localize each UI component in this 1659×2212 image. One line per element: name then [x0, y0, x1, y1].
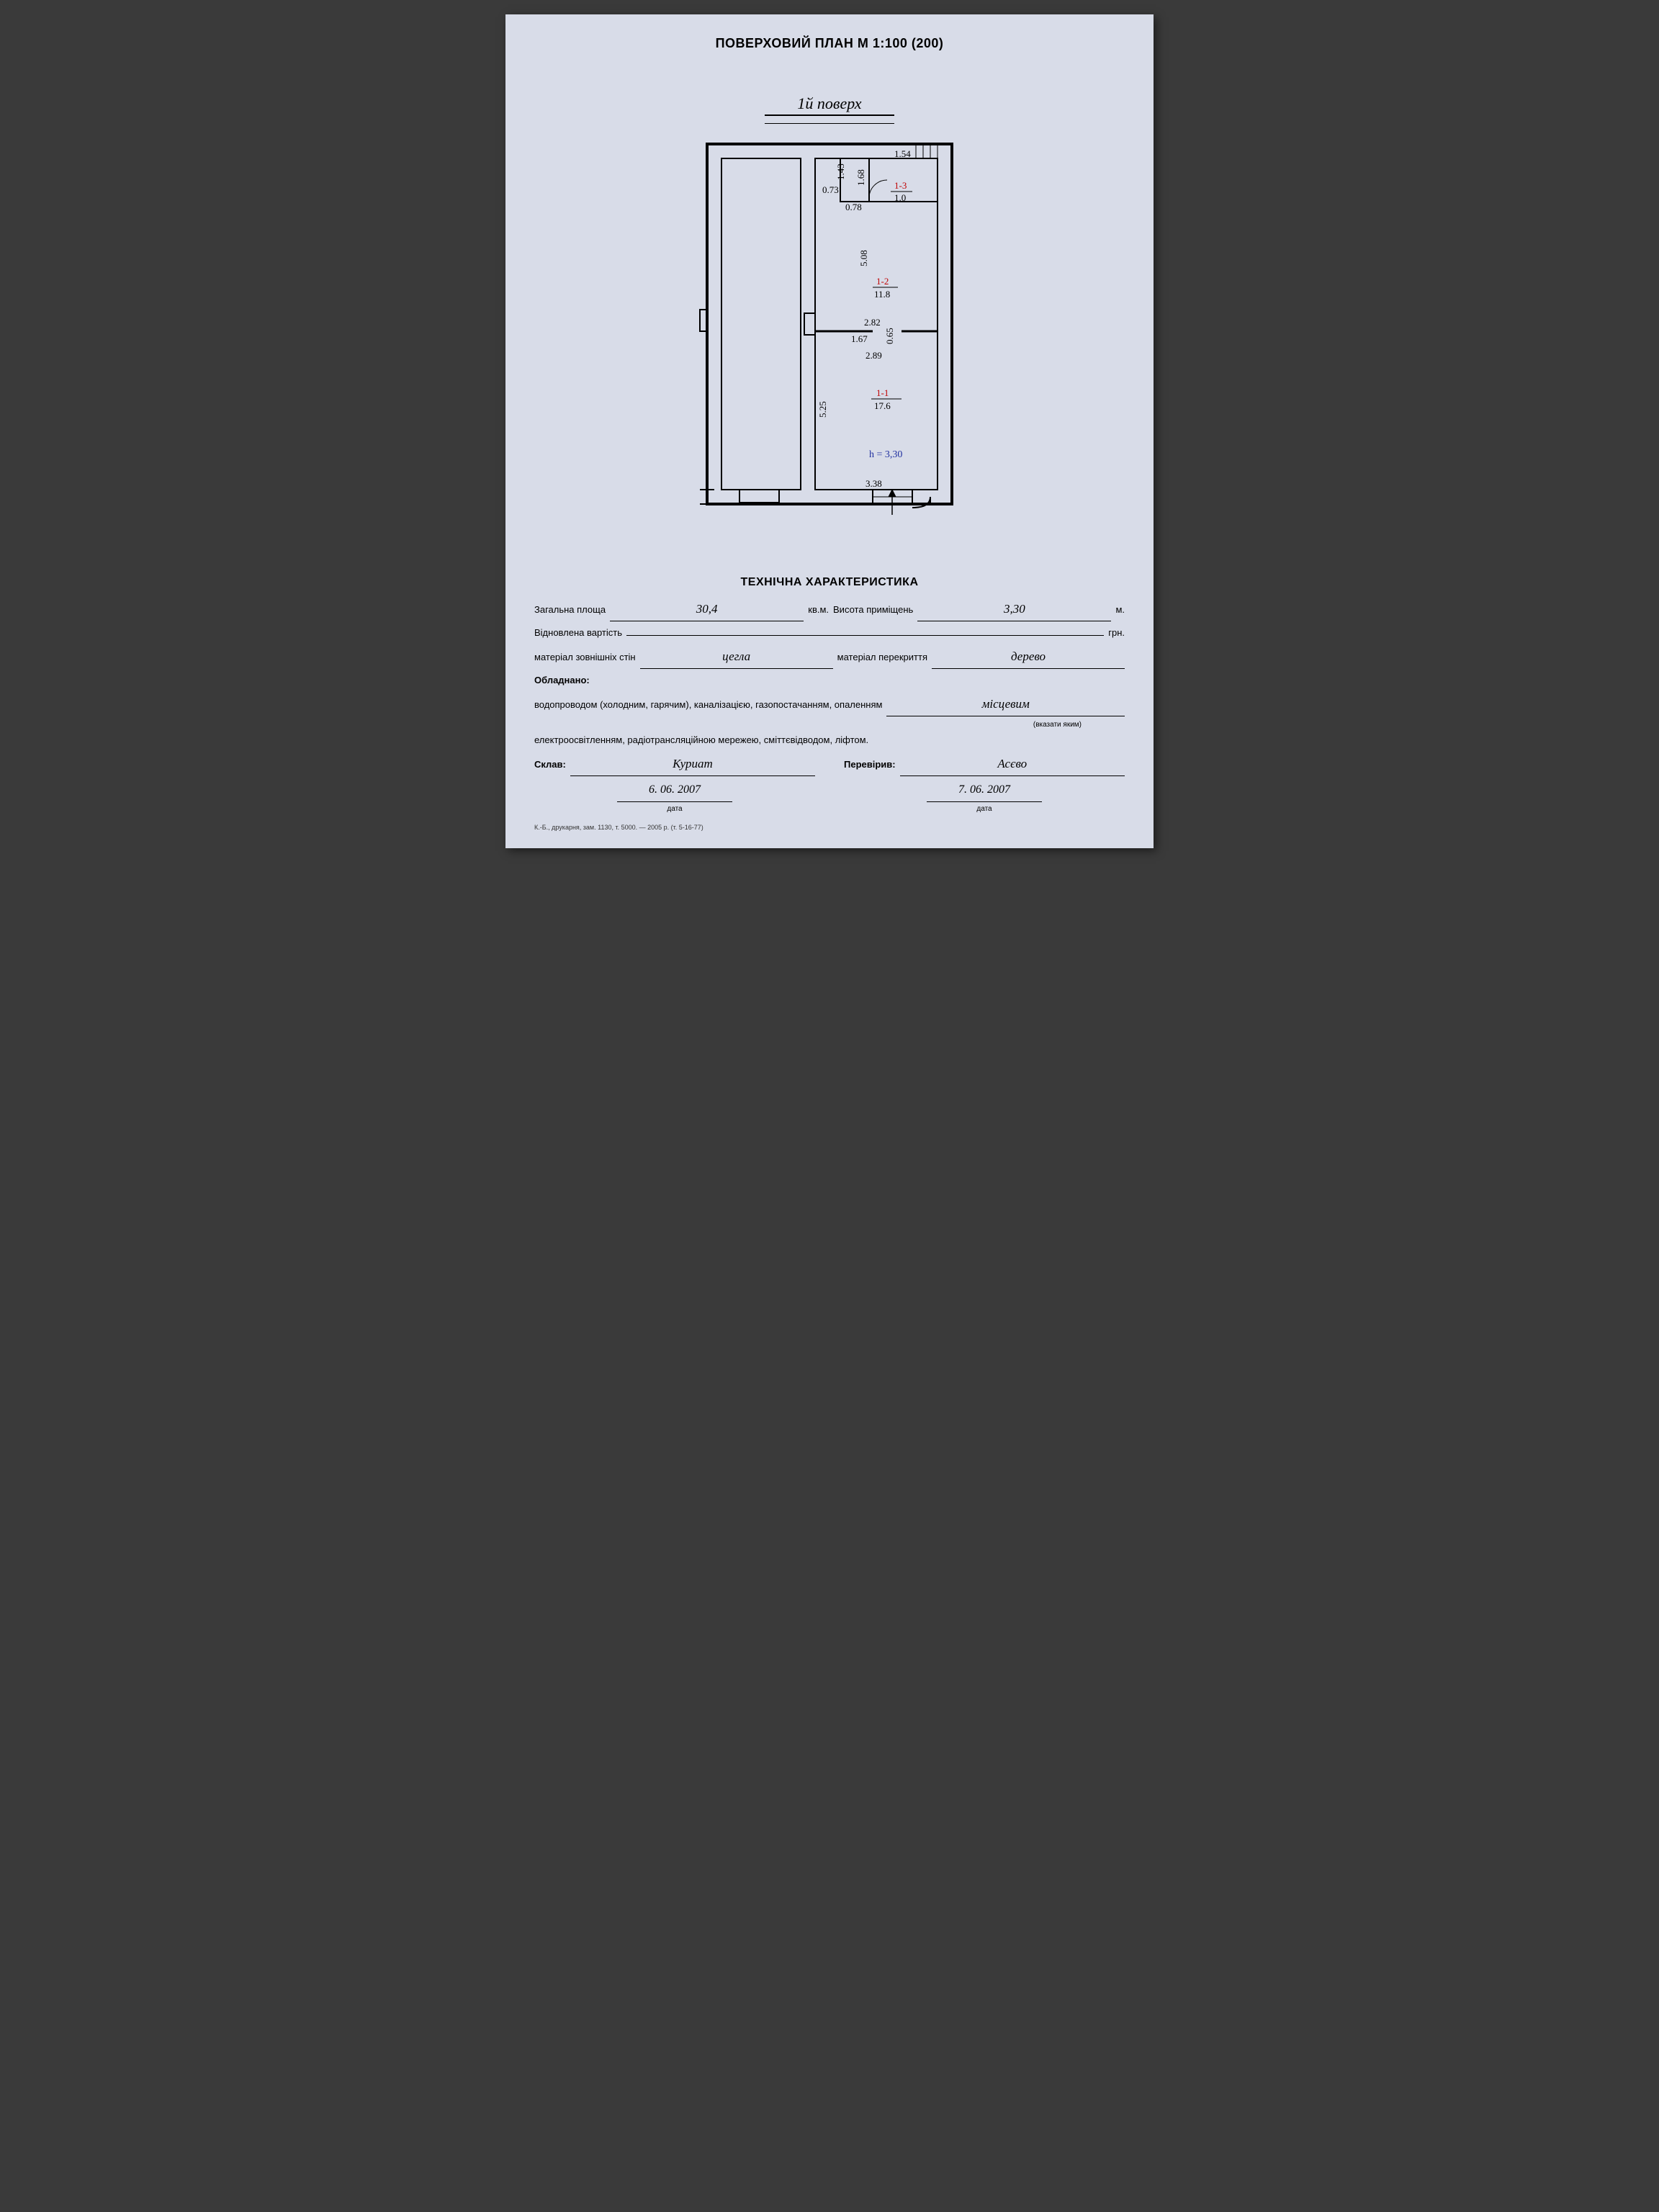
label-equip: Обладнано:	[534, 672, 590, 690]
floor-label-underline	[765, 123, 894, 124]
height-note: h = 3,30	[869, 449, 902, 460]
room-1-2-area: 11.8	[874, 289, 890, 300]
dim-0-78: 0.78	[845, 202, 862, 212]
label-total-area: Загальна площа	[534, 601, 606, 619]
row-materials: матеріал зовнішніх стін цегла матеріал п…	[534, 645, 1125, 669]
checked-date: 7. 06. 2007	[927, 779, 1042, 801]
value-height: 3,30	[917, 598, 1111, 621]
unit-total-area: кв.м.	[808, 601, 829, 619]
floor-plan-svg: 1.54 1.43 1.68 0.73 0.78 1-3 1.0 5.08 1-…	[678, 130, 981, 533]
label-height: Висота приміщень	[833, 601, 913, 619]
equip-line2: електроосвітленням, радіотрансляційною м…	[534, 732, 868, 750]
dim-1-68: 1.68	[855, 169, 866, 186]
document-page: ПОВЕРХОВИЙ ПЛАН М 1:100 (200) 1й поверх	[505, 14, 1154, 848]
dim-2-82: 2.82	[864, 317, 881, 328]
checked-col: Перевірив: Асєво	[844, 752, 1125, 776]
row-total-area: Загальна площа 30,4 кв.м. Висота приміще…	[534, 598, 1125, 621]
dim-1-43: 1.43	[835, 163, 846, 180]
value-wall-mat: цегла	[640, 645, 833, 669]
compiled-date-col: 6. 06. 2007 дата	[534, 779, 815, 815]
floor-label: 1й поверх	[765, 94, 894, 116]
label-floor-mat: матеріал перекриття	[837, 649, 927, 667]
dim-5-08: 5.08	[858, 250, 869, 266]
value-total-area: 30,4	[610, 598, 804, 621]
equip-line1: водопроводом (холодним, гарячим), каналі…	[534, 696, 882, 714]
row-restored: Відновлена вартість грн.	[534, 624, 1125, 642]
dim-2-89: 2.89	[866, 350, 882, 361]
compiled-col: Склав: Куриат	[534, 752, 815, 776]
dim-3-38: 3.38	[866, 478, 882, 489]
room-1-1-area: 17.6	[874, 400, 891, 411]
row-equip-header: Обладнано:	[534, 672, 1125, 690]
dim-5-25: 5.25	[817, 401, 828, 418]
value-heating: місцевим	[886, 693, 1125, 716]
floor-plan: 1.54 1.43 1.68 0.73 0.78 1-3 1.0 5.08 1-…	[534, 130, 1125, 533]
footer-fine-print: К.-Б., друкарня, зам. 1130, т. 5000. — 2…	[534, 822, 1125, 834]
page-title: ПОВЕРХОВИЙ ПЛАН М 1:100 (200)	[534, 36, 1125, 51]
value-restored	[626, 635, 1104, 636]
room-1-1-id: 1-1	[876, 387, 889, 398]
room-1-3-id: 1-3	[894, 180, 907, 191]
label-restored: Відновлена вартість	[534, 624, 622, 642]
label-compiled: Склав:	[534, 756, 566, 774]
compiled-date: 6. 06. 2007	[617, 779, 732, 801]
room-1-2-id: 1-2	[876, 276, 889, 287]
equip-hint: (вказати яким)	[534, 718, 1125, 732]
label-wall-mat: матеріал зовнішніх стін	[534, 649, 636, 667]
checked-date-caption: дата	[844, 802, 1125, 816]
dim-1-67: 1.67	[851, 333, 868, 344]
signature-block: Склав: Куриат Перевірив: Асєво	[534, 752, 1125, 779]
dim-1-54: 1.54	[894, 148, 911, 159]
value-checked: Асєво	[900, 752, 1125, 776]
unit-restored: грн.	[1108, 624, 1125, 642]
value-compiled: Куриат	[570, 752, 815, 776]
dim-0-73: 0.73	[822, 184, 839, 195]
room-1-3-area: 1.0	[894, 192, 906, 203]
value-floor-mat: дерево	[932, 645, 1125, 669]
tech-form: Загальна площа 30,4 кв.м. Висота приміще…	[534, 598, 1125, 834]
label-checked: Перевірив:	[844, 756, 896, 774]
checked-date-col: 7. 06. 2007 дата	[844, 779, 1125, 815]
compiled-date-caption: дата	[534, 802, 815, 816]
dim-0-65: 0.65	[884, 328, 895, 344]
tech-title: ТЕХНІЧНА ХАРАКТЕРИСТИКА	[534, 576, 1125, 589]
unit-height: м.	[1115, 601, 1125, 619]
row-equip-1: водопроводом (холодним, гарячим), каналі…	[534, 693, 1125, 716]
date-row: 6. 06. 2007 дата 7. 06. 2007 дата	[534, 779, 1125, 815]
row-equip-2: електроосвітленням, радіотрансляційною м…	[534, 732, 1125, 750]
